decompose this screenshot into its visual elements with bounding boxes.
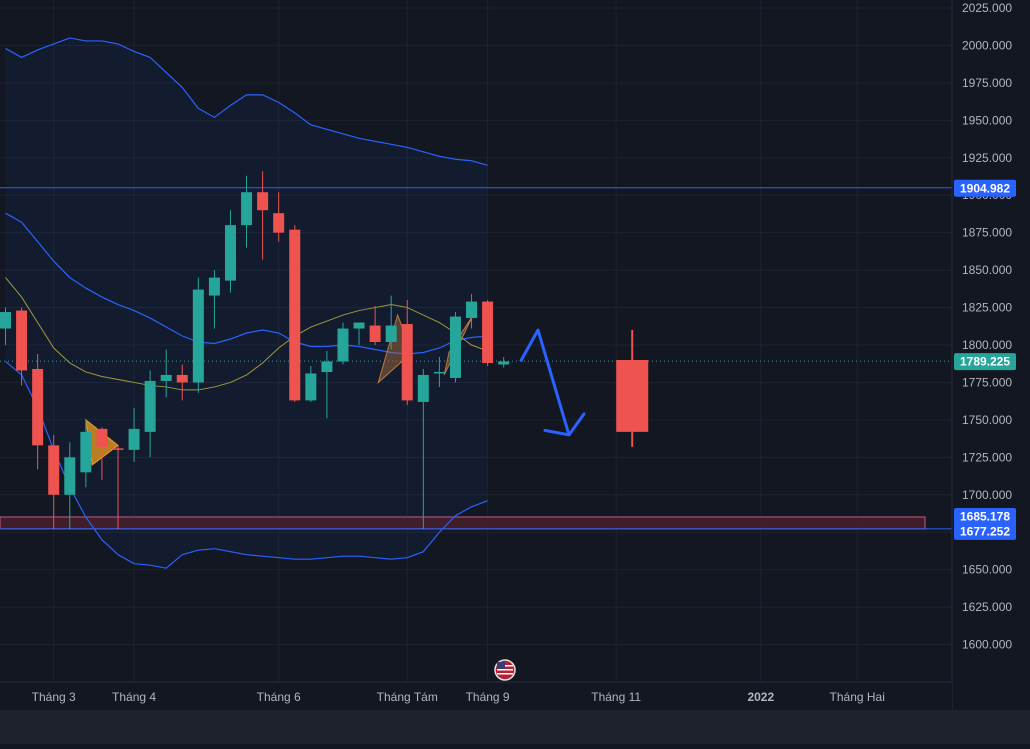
candle[interactable]	[417, 374, 429, 402]
price-tick-label: 1775.000	[962, 375, 1012, 389]
bollinger-upper-line	[5, 37, 488, 166]
candle[interactable]	[0, 312, 11, 329]
time-tick-label: Tháng 6	[257, 690, 301, 704]
candle[interactable]	[305, 373, 317, 401]
candle[interactable]	[385, 325, 397, 343]
time-axis-panel[interactable]	[0, 682, 952, 710]
price-tick-label: 2000.000	[962, 38, 1012, 52]
bottom-toolbar	[0, 710, 1030, 744]
us-flag-canton	[497, 662, 505, 669]
candle[interactable]	[273, 213, 285, 233]
support-upper-price-badge-text: 1685.178	[960, 509, 1010, 523]
price-tick-label: 1875.000	[962, 226, 1012, 240]
price-axis-panel[interactable]	[952, 0, 1030, 744]
price-tick-label: 1850.000	[962, 263, 1012, 277]
candle[interactable]	[369, 325, 381, 343]
candle[interactable]	[449, 316, 461, 378]
price-tick-label: 1700.000	[962, 488, 1012, 502]
candle[interactable]	[498, 361, 510, 365]
candle[interactable]	[257, 192, 269, 211]
support-upper-price-badge[interactable]	[954, 507, 1016, 525]
candle[interactable]	[401, 324, 413, 401]
candle[interactable]	[433, 371, 445, 374]
candle[interactable]	[321, 361, 333, 372]
candle[interactable]	[48, 445, 60, 495]
time-tick-label: Tháng Hai	[830, 690, 885, 704]
price-tick-label: 1825.000	[962, 301, 1012, 315]
support-lower-price-badge-text: 1677.252	[960, 524, 1010, 538]
time-tick-label: Tháng Tám	[377, 690, 438, 704]
candle[interactable]	[96, 428, 108, 447]
resistance-price-badge[interactable]	[954, 179, 1016, 197]
candle[interactable]	[32, 368, 44, 446]
candle[interactable]	[160, 374, 172, 381]
candle[interactable]	[16, 310, 28, 371]
price-tick-label: 1625.000	[962, 600, 1012, 614]
resistance-price-badge-text: 1904.982	[960, 181, 1010, 195]
candle[interactable]	[144, 380, 156, 432]
price-tick-label: 1650.000	[962, 563, 1012, 577]
price-tick-label: 1950.000	[962, 113, 1012, 127]
forecast-arrow-head	[543, 412, 586, 437]
projection-candle[interactable]	[616, 359, 649, 432]
us-flag-stripe	[497, 673, 513, 675]
time-tick-label: Tháng 9	[466, 690, 510, 704]
price-tick-label: 1925.000	[962, 151, 1012, 165]
price-tick-label: 1975.000	[962, 76, 1012, 90]
candle[interactable]	[80, 431, 92, 473]
candle[interactable]	[128, 428, 140, 450]
price-tick-label: 2025.000	[962, 1, 1012, 15]
candle[interactable]	[224, 225, 236, 281]
bollinger-band-fill	[5, 37, 488, 569]
candle[interactable]	[64, 457, 76, 495]
us-flag-stripe	[497, 669, 513, 671]
support-lower-price-badge[interactable]	[954, 522, 1016, 540]
price-tick-label: 1750.000	[962, 413, 1012, 427]
time-tick-label: Tháng 4	[112, 690, 156, 704]
price-tick-label: 1600.000	[962, 638, 1012, 652]
candle[interactable]	[353, 322, 365, 329]
candle[interactable]	[289, 229, 301, 401]
time-tick-label: Tháng 11	[591, 690, 641, 704]
price-tick-label: 1800.000	[962, 338, 1012, 352]
price-tick-label: 1725.000	[962, 450, 1012, 464]
candle[interactable]	[176, 374, 188, 383]
candle[interactable]	[208, 277, 220, 296]
time-tick-label: 2022	[747, 690, 774, 704]
candle[interactable]	[482, 301, 494, 363]
support-zone[interactable]	[0, 516, 926, 530]
bollinger-lower-line	[5, 361, 488, 569]
time-tick-label: Tháng 3	[32, 690, 76, 704]
last-price-badge-text: 1789.225	[960, 355, 1010, 369]
candle[interactable]	[241, 192, 253, 226]
forecast-arrow[interactable]	[519, 328, 571, 436]
candle[interactable]	[192, 289, 204, 383]
candle[interactable]	[466, 301, 478, 319]
last-price-badge[interactable]	[954, 353, 1016, 371]
candle[interactable]	[337, 328, 349, 362]
candle[interactable]	[112, 448, 124, 450]
